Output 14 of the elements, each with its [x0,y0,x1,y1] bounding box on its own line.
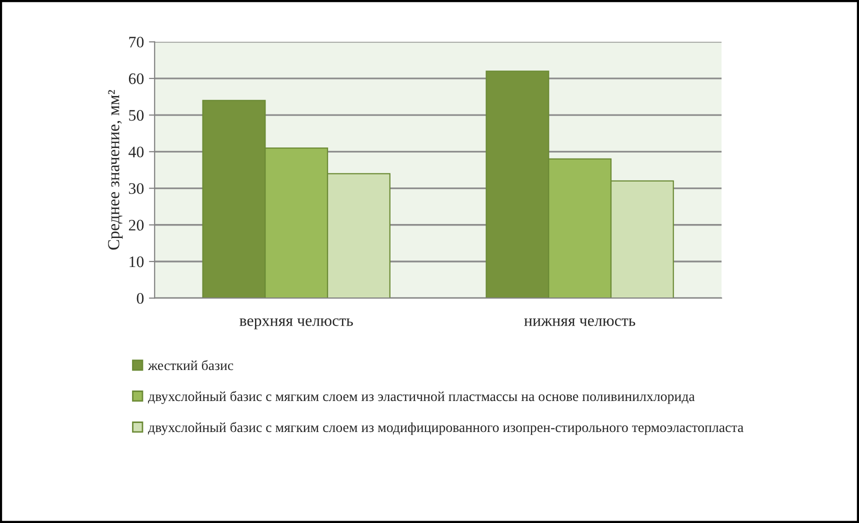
y-tick-label: 60 [128,73,144,84]
legend-label: двухслойный базис с мягким слоем из модифицированного изопрен-стирольного термоэластопласта [148,422,744,435]
y-tick-label: 20 [128,220,144,231]
legend-label: двухслойный базис с мягким слоем из эластичной пластмассы на основе поливинилхлорида [148,391,695,404]
x-tick-label: верхняя челюсть [240,318,353,330]
legend-label: жесткий базис [148,360,234,370]
y-tick-label: 40 [128,146,144,158]
x-tick-label: нижняя челюсть [524,318,636,326]
y-tick-label: 10 [130,256,144,268]
y-tick-label: 30 [128,183,144,194]
y-tick-label: 50 [129,110,144,121]
y-tick-label: 70 [129,36,144,48]
y-tick-label: 0 [136,293,144,304]
y-axis-title: Среднее значение, мм² [108,90,123,250]
